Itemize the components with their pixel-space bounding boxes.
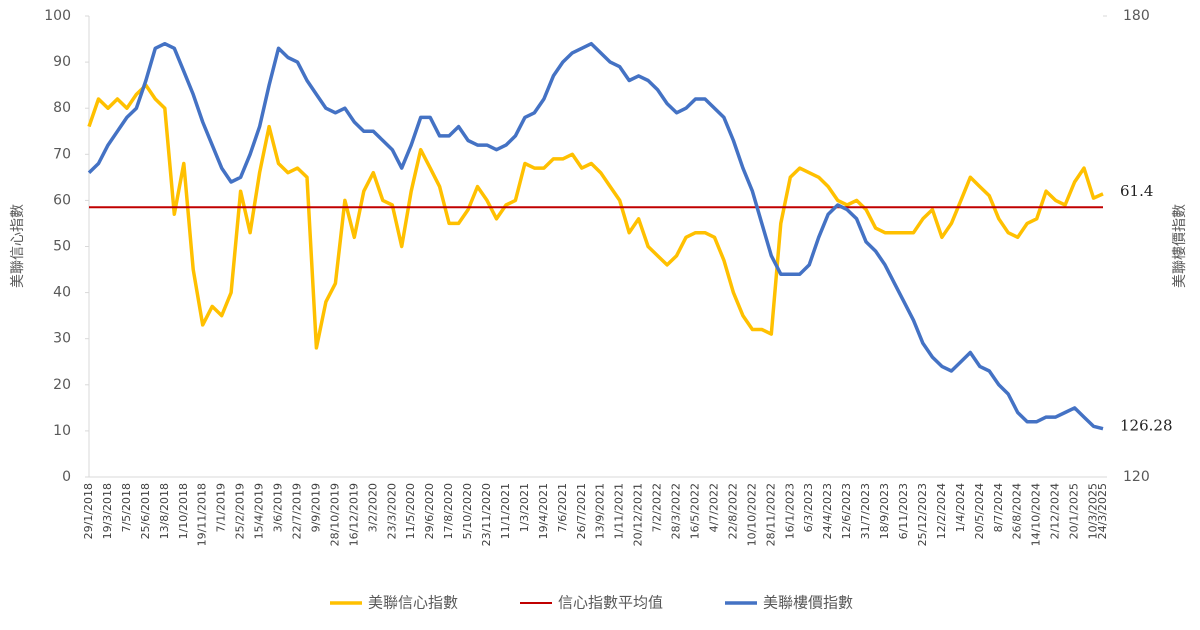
y-tick-label: 50 <box>53 239 71 255</box>
x-tick-label: 23/11/2020 <box>480 483 493 546</box>
x-tick-label: 11/5/2020 <box>404 483 417 539</box>
y-tick-label: 40 <box>53 285 71 301</box>
x-tick-label: 10/10/2022 <box>745 483 758 546</box>
x-tick-label: 23/3/2020 <box>385 483 398 539</box>
end-value-label: 61.4 <box>1120 182 1153 200</box>
x-tick-label: 13/9/2021 <box>594 483 607 539</box>
x-tick-label: 7/5/2018 <box>120 483 133 532</box>
y-tick-label: 100 <box>44 8 71 24</box>
x-tick-label: 16/12/2019 <box>347 483 360 546</box>
x-tick-label: 2/12/2024 <box>1049 483 1062 539</box>
x-tick-label: 18/9/2023 <box>878 483 891 539</box>
series-line <box>87 41 1104 431</box>
x-tick-label: 28/10/2019 <box>328 483 341 546</box>
x-tick-label: 16/1/2023 <box>783 483 796 539</box>
y2-tick-label: 120 <box>1123 469 1150 485</box>
y-axis-title: 美聯信心指數 <box>10 204 26 288</box>
x-tick-label: 1/11/2021 <box>613 483 626 539</box>
legend-label: 美聯樓價指數 <box>763 594 853 612</box>
x-tick-label: 19/11/2018 <box>196 483 209 546</box>
x-tick-label: 3/6/2019 <box>272 483 285 532</box>
y2-tick-label: 180 <box>1123 8 1150 24</box>
y-tick-label: 80 <box>53 100 71 116</box>
x-tick-label: 20/5/2024 <box>973 483 986 539</box>
x-tick-label: 8/7/2024 <box>992 483 1005 532</box>
x-tick-label: 3/2/2020 <box>366 483 379 532</box>
x-tick-label: 15/4/2019 <box>253 483 266 539</box>
x-tick-label: 10/3/2025 <box>1087 483 1100 539</box>
x-tick-label: 14/10/2024 <box>1030 483 1043 546</box>
x-tick-label: 20/12/2021 <box>632 483 645 546</box>
end-value-label: 126.28 <box>1120 417 1173 435</box>
x-tick-label: 11/1/2021 <box>499 483 512 539</box>
x-tick-label: 9/9/2019 <box>309 483 322 532</box>
y-tick-label: 10 <box>53 423 71 439</box>
x-tick-label: 17/8/2020 <box>442 483 455 539</box>
x-tick-label: 29/1/2018 <box>82 483 95 539</box>
x-tick-label: 7/1/2019 <box>215 483 228 532</box>
y-tick-label: 60 <box>53 192 71 208</box>
x-tick-label: 1/4/2024 <box>954 483 967 532</box>
x-tick-label: 28/11/2022 <box>764 483 777 546</box>
y-tick-label: 0 <box>62 469 71 485</box>
x-tick-label: 25/2/2019 <box>234 483 247 539</box>
x-tick-label: 13/8/2018 <box>158 483 171 539</box>
legend-label: 美聯信心指數 <box>368 594 458 612</box>
y-tick-label: 30 <box>53 331 71 347</box>
y-tick-label: 70 <box>53 146 71 162</box>
x-tick-label: 19/3/2018 <box>101 483 114 539</box>
x-tick-label: 29/6/2020 <box>423 483 436 539</box>
x-tick-label: 31/7/2023 <box>859 483 872 539</box>
x-tick-label: 1/10/2018 <box>177 483 190 539</box>
x-tick-label: 6/3/2023 <box>802 483 815 532</box>
y2-axis-title: 美聯樓價指數 <box>1171 204 1188 288</box>
x-tick-label: 1/3/2021 <box>518 483 531 532</box>
x-tick-label: 20/1/2025 <box>1068 483 1081 539</box>
y-tick-label: 20 <box>53 377 71 393</box>
x-tick-label: 4/7/2022 <box>707 483 720 532</box>
x-tick-label: 26/7/2021 <box>575 483 588 539</box>
x-tick-label: 6/11/2023 <box>897 483 910 539</box>
x-tick-label: 7/2/2022 <box>651 483 664 532</box>
x-tick-label: 25/6/2018 <box>139 483 152 539</box>
x-tick-label: 5/10/2020 <box>461 483 474 539</box>
x-tick-label: 22/7/2019 <box>290 483 303 539</box>
x-tick-label: 24/4/2023 <box>821 483 834 539</box>
x-tick-label: 22/8/2022 <box>726 483 739 539</box>
x-tick-label: 26/8/2024 <box>1011 483 1024 539</box>
x-tick-label: 12/6/2023 <box>840 483 853 539</box>
series-line <box>87 83 1104 350</box>
x-tick-label: 7/6/2021 <box>556 483 569 532</box>
legend-label: 信心指數平均值 <box>558 594 663 612</box>
x-tick-label: 12/2/2024 <box>935 483 948 539</box>
x-tick-label: 24/3/2025 <box>1096 483 1109 539</box>
y-tick-label: 90 <box>53 54 71 70</box>
x-tick-label: 25/12/2023 <box>916 483 929 546</box>
x-tick-label: 28/3/2022 <box>670 483 683 539</box>
x-tick-label: 19/4/2021 <box>537 483 550 539</box>
x-tick-label: 16/5/2022 <box>689 483 702 539</box>
